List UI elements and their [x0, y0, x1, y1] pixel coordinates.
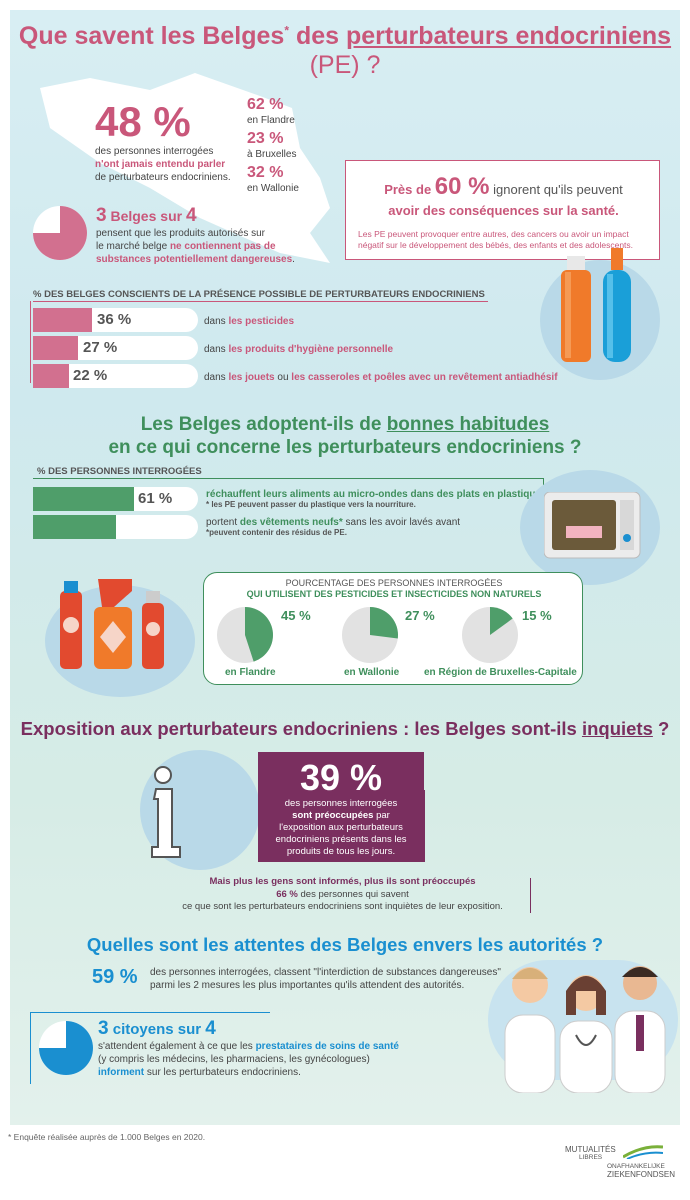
stat-60-box: Près de 60 % ignorent qu'ils peuvent avo…: [345, 160, 660, 260]
belgium-map: [40, 73, 330, 263]
pesticide-spray-icon: [60, 579, 164, 669]
habits-title: Les Belges adoptent-ils de bonnes habitu…: [108, 414, 582, 458]
spray-bottles-icon: [561, 248, 631, 362]
pie-wallonie-value: 27 %: [405, 608, 435, 623]
stat-59: 59 %: [92, 966, 138, 988]
worry-info: Mais plus les gens sont informés, plus i…: [182, 876, 503, 912]
doctors-icon: [504, 966, 666, 1093]
bar-fill: [33, 515, 116, 539]
pie-wallonie: [342, 607, 399, 663]
bar-desc: dans les jouets ou les casseroles et poê…: [204, 372, 558, 383]
stat-48: 48 %: [95, 98, 191, 145]
bar-hygiene: 27 %: [33, 336, 198, 360]
bar-desc: portent des vêtements neufs* sans les av…: [206, 517, 461, 537]
bar-fill: [33, 308, 93, 332]
pie-bruxelles: [462, 607, 518, 663]
expectations-title: Quelles sont les attentes des Belges env…: [86, 934, 604, 955]
pie-3-of-4-citizens: [39, 1021, 93, 1075]
bar-value: 27 %: [83, 339, 118, 356]
bar-microwave: 61 %: [33, 487, 198, 511]
bar-clothes: 50 %: [33, 515, 198, 539]
pie-flandre-value: 45 %: [281, 608, 311, 623]
pie-bruxelles-label: en Région de Bruxelles-Capitale: [424, 667, 577, 678]
pie-3-of-4: [33, 206, 87, 260]
conscious-heading: % DES BELGES CONSCIENTS DE LA PRÉSENCE P…: [33, 289, 485, 300]
bar-fill: [33, 336, 78, 360]
three-of-four: 3 Belges sur 4 pensent que les produits …: [96, 205, 295, 265]
bottles-circle: [540, 260, 660, 380]
pie-flandre-label: en Flandre: [225, 667, 276, 678]
pie-bruxelles-value: 15 %: [522, 608, 552, 623]
bar-value: 61 %: [138, 490, 173, 507]
page-title: Que savent les Belges* des perturbateurs…: [18, 22, 672, 79]
bar-value: 36 %: [97, 311, 132, 328]
pie-wallonie-label: en Wallonie: [344, 667, 400, 678]
logo-swoosh-icon: [623, 1145, 663, 1159]
stat-59-desc: des personnes interrogées, classent "l'i…: [150, 967, 501, 991]
bar-value: 50 %: [121, 518, 156, 535]
stat-39-desc: des personnes interrogées sont préoccupé…: [275, 798, 407, 857]
divider: [530, 878, 531, 913]
bar-desc: dans les pesticides: [204, 316, 295, 327]
divider: [33, 301, 488, 302]
bar-fill: [33, 487, 134, 511]
bar-desc: réchauffent leurs aliments au micro-onde…: [206, 489, 545, 509]
divider: [30, 1012, 270, 1013]
bar-desc: dans les produits d'hygiène personnelle: [204, 344, 394, 355]
bar-value: 22 %: [73, 367, 108, 384]
divider: [30, 301, 31, 383]
divider: [33, 478, 543, 479]
divider: [30, 1012, 31, 1084]
bar-toys: 22 %: [33, 364, 198, 388]
habits-heading: % DES PERSONNES INTERROGÉES: [37, 466, 202, 477]
info-icon: [151, 766, 181, 858]
microwave-icon: [544, 492, 641, 559]
worry-title: Exposition aux perturbateurs endocrinien…: [20, 718, 670, 739]
stat-39-box: [258, 752, 424, 862]
divider: [424, 790, 425, 862]
stat-39: 39 %: [299, 757, 383, 798]
region-stats: 62 % en Flandre 23 % à Bruxelles 32 % en…: [247, 96, 299, 194]
citizens-stat: 3 citoyens sur 4 s'attendent également à…: [98, 1018, 399, 1078]
pie-flandre: [217, 607, 273, 663]
logo: MUTUALITÉS LIBRES ONAFHANKELIJKE ZIEKENF…: [565, 1145, 676, 1179]
bar-pesticides: 36 %: [33, 308, 198, 332]
footnote: * Enquête réalisée auprès de 1.000 Belge…: [8, 1132, 206, 1142]
stat-48-desc: des personnes interrogées n'ont jamais e…: [95, 146, 231, 183]
bar-fill: [33, 364, 70, 388]
